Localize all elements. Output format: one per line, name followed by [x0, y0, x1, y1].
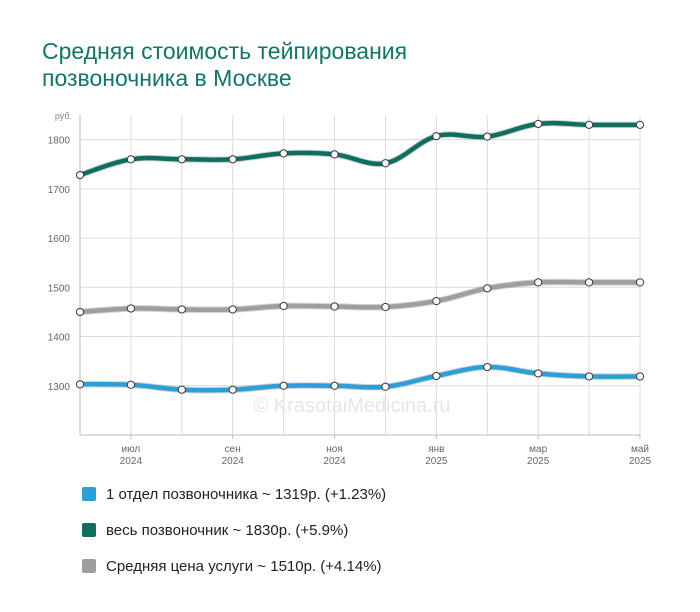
series-2-point[interactable]	[177, 155, 186, 164]
x-tick-label-year: 2025	[425, 456, 448, 467]
chart-title: Средняя стоимость тейпирования позвоночн…	[42, 38, 602, 92]
x-tick-label-month: июл	[122, 444, 141, 455]
legend-label-2: весь позвоночник ~ 1830р. (+5.9%)	[106, 521, 349, 539]
x-tick-label-month: янв	[428, 444, 444, 455]
series-line-2	[77, 120, 643, 178]
series-3-point[interactable]	[330, 302, 339, 311]
series-3-point[interactable]	[635, 278, 645, 287]
series-3-point[interactable]	[483, 284, 492, 293]
series-2-point[interactable]	[635, 120, 645, 129]
x-tick-label-year: 2025	[527, 456, 550, 467]
series-1-point[interactable]	[279, 381, 288, 390]
series-3-point[interactable]	[228, 305, 237, 314]
x-tick-label-year: 2024	[323, 456, 346, 467]
y-tick-label: 1500	[48, 283, 71, 294]
y-tick-label: 1700	[48, 185, 71, 196]
series-2-point[interactable]	[381, 159, 390, 168]
legend-item-3[interactable]: Средняя цена услуги ~ 1510р. (+4.14%)	[82, 556, 386, 576]
chart-title-line-1: Средняя стоимость тейпирования	[42, 38, 408, 64]
legend-item-2[interactable]: весь позвоночник ~ 1830р. (+5.9%)	[82, 520, 386, 540]
series-2-point[interactable]	[432, 132, 441, 141]
series-1-point[interactable]	[126, 380, 136, 389]
series-3-point[interactable]	[381, 302, 390, 312]
legend-swatch-3	[82, 559, 96, 573]
series-1-point[interactable]	[228, 385, 237, 394]
series-line-shadow-2	[76, 119, 644, 179]
x-tick-label-month: мар	[529, 444, 547, 455]
series-1-point[interactable]	[432, 371, 441, 381]
series-2-point[interactable]	[584, 120, 594, 129]
x-tick-label-month: сен	[225, 444, 241, 455]
y-tick-label: 1300	[48, 382, 71, 393]
series-2-point[interactable]	[126, 155, 136, 164]
legend-label-1: 1 отдел позвоночника ~ 1319р. (+1.23%)	[106, 485, 387, 503]
series-1-point[interactable]	[330, 381, 339, 390]
y-tick-label: 1400	[48, 333, 71, 344]
x-tick-label-month: май	[631, 444, 649, 455]
y-tick-label: 1800	[48, 136, 71, 147]
legend-label-3: Средняя цена услуги ~ 1510р. (+4.14%)	[106, 557, 382, 575]
series-1-point[interactable]	[635, 372, 645, 381]
series-1-point[interactable]	[177, 385, 186, 394]
series-3-point[interactable]	[432, 296, 441, 306]
series-line-1	[77, 364, 643, 393]
watermark: © KrasotaiMedicina.ru	[253, 395, 450, 417]
series-1-point[interactable]	[381, 382, 390, 391]
legend-item-1[interactable]: 1 отдел позвоночника ~ 1319р. (+1.23%)	[82, 484, 386, 504]
y-tick-label: 1600	[48, 234, 71, 245]
series-1-point[interactable]	[534, 369, 543, 378]
series-2-point[interactable]	[279, 149, 288, 158]
series-2-point[interactable]	[228, 155, 237, 164]
series-2-point[interactable]	[75, 170, 85, 180]
legend: 1 отдел позвоночника ~ 1319р. (+1.23%) в…	[82, 484, 386, 592]
series	[75, 119, 645, 394]
series-1-point[interactable]	[75, 380, 85, 389]
legend-swatch-2	[82, 523, 96, 537]
chart-title-line-2: позвоночника в Москве	[42, 65, 292, 91]
series-3-point[interactable]	[279, 301, 288, 311]
series-2-point[interactable]	[534, 119, 543, 128]
x-tick-label-year: 2024	[222, 456, 245, 467]
y-unit-label: руб.	[55, 111, 72, 121]
series-2-point[interactable]	[330, 150, 339, 159]
series-3-point[interactable]	[534, 278, 543, 287]
series-3-point[interactable]	[177, 305, 186, 314]
series-3-point[interactable]	[75, 307, 85, 317]
series-line-3	[77, 279, 643, 315]
series-1-point[interactable]	[584, 372, 594, 381]
series-1-point[interactable]	[483, 362, 492, 372]
x-tick-label-year: 2025	[629, 456, 652, 467]
series-3-point[interactable]	[126, 304, 136, 313]
x-tick-label-year: 2024	[120, 456, 143, 467]
series-3-point[interactable]	[584, 278, 594, 287]
x-tick-label-month: ноя	[326, 444, 343, 455]
line-chart: © KrasotaiMedicina.ru 1300 1400 1500 1600 17…	[48, 111, 652, 467]
legend-swatch-1	[82, 487, 96, 501]
series-2-point[interactable]	[483, 132, 492, 141]
